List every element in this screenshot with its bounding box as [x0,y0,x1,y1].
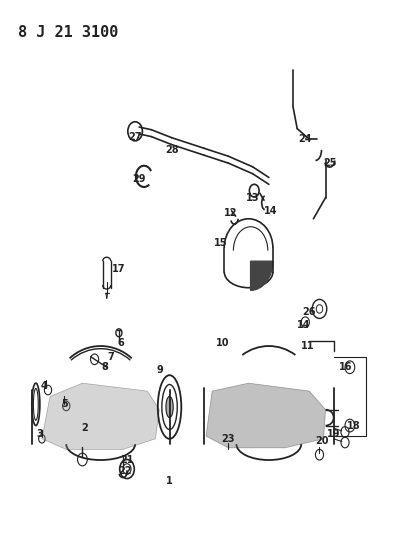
Text: 17: 17 [112,264,126,274]
Text: 23: 23 [222,434,235,444]
Text: 20: 20 [315,437,328,447]
Text: 14: 14 [297,320,310,330]
Text: 4: 4 [40,381,47,391]
Text: 1: 1 [166,477,173,486]
Text: 25: 25 [323,158,336,168]
Text: 13: 13 [246,192,259,203]
Text: 27: 27 [129,132,142,142]
Text: 29: 29 [133,174,146,184]
Text: 19: 19 [327,429,340,439]
Text: 5: 5 [61,399,68,409]
Text: 22: 22 [118,466,132,475]
Text: 21: 21 [120,455,134,465]
Text: 6: 6 [118,338,124,349]
Text: 8 J 21 3100: 8 J 21 3100 [18,25,118,41]
Polygon shape [206,383,326,448]
Text: 9: 9 [156,365,163,375]
Text: 3: 3 [36,429,43,439]
Ellipse shape [166,397,173,418]
Text: 18: 18 [347,421,361,431]
Text: 26: 26 [303,306,316,317]
Text: 8: 8 [101,362,108,372]
Text: 12: 12 [224,208,237,219]
Text: 10: 10 [215,338,229,349]
Text: 24: 24 [299,134,312,144]
Text: 2: 2 [81,423,88,433]
Text: 16: 16 [339,362,353,372]
Polygon shape [42,383,160,449]
Wedge shape [251,261,273,290]
Text: 15: 15 [213,238,227,248]
Text: 7: 7 [107,352,114,361]
Text: 28: 28 [165,145,178,155]
Text: 14: 14 [264,206,277,216]
Text: 11: 11 [301,341,314,351]
